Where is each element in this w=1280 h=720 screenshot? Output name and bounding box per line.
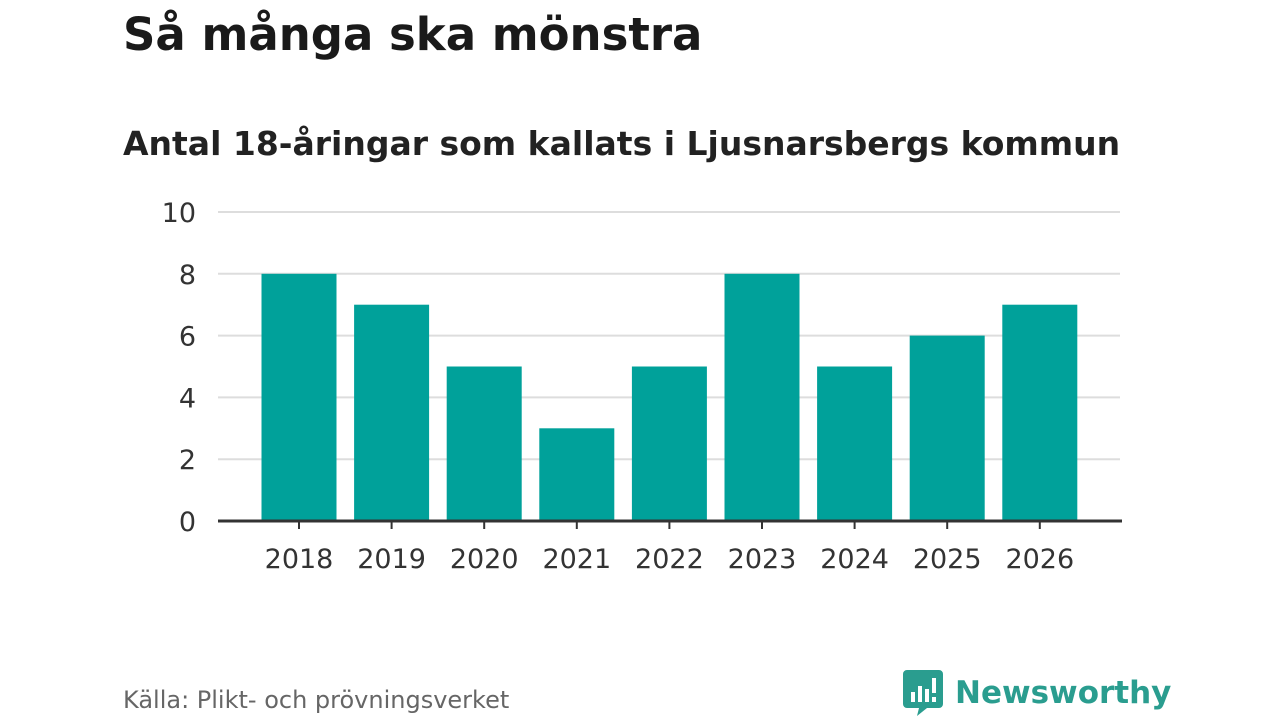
bar — [261, 273, 337, 521]
x-tick-label: 2025 — [913, 544, 982, 575]
y-tick-label: 2 — [179, 445, 196, 476]
newsworthy-logo-icon — [903, 670, 943, 716]
y-tick-label: 6 — [179, 322, 196, 353]
y-tick-label: 4 — [179, 383, 196, 414]
bar — [446, 366, 522, 521]
bar — [539, 428, 615, 521]
brand-logo: Newsworthy — [903, 670, 1171, 716]
y-tick-label: 0 — [179, 507, 196, 538]
bar — [724, 273, 800, 521]
x-tick-label: 2026 — [1005, 544, 1074, 575]
x-tick-label: 2022 — [635, 544, 704, 575]
x-tick-label: 2021 — [542, 544, 611, 575]
brand-name: Newsworthy — [955, 675, 1172, 711]
bar — [631, 366, 707, 521]
bar — [1002, 304, 1078, 521]
x-tick-label: 2020 — [450, 544, 519, 575]
bar — [817, 366, 893, 521]
x-tick-label: 2018 — [265, 544, 334, 575]
x-tick-label: 2023 — [728, 544, 797, 575]
y-tick-label: 8 — [179, 260, 196, 291]
chart-subtitle: Antal 18-åringar som kallats i Ljusnarsb… — [123, 124, 1121, 163]
y-tick-label: 10 — [162, 198, 196, 229]
source-note: Källa: Plikt- och prövningsverket — [123, 686, 510, 714]
bar — [354, 304, 430, 521]
chart-title: Så många ska mönstra — [123, 8, 703, 61]
x-tick-label: 2024 — [820, 544, 889, 575]
x-tick-label: 2019 — [357, 544, 426, 575]
bar — [909, 335, 985, 521]
